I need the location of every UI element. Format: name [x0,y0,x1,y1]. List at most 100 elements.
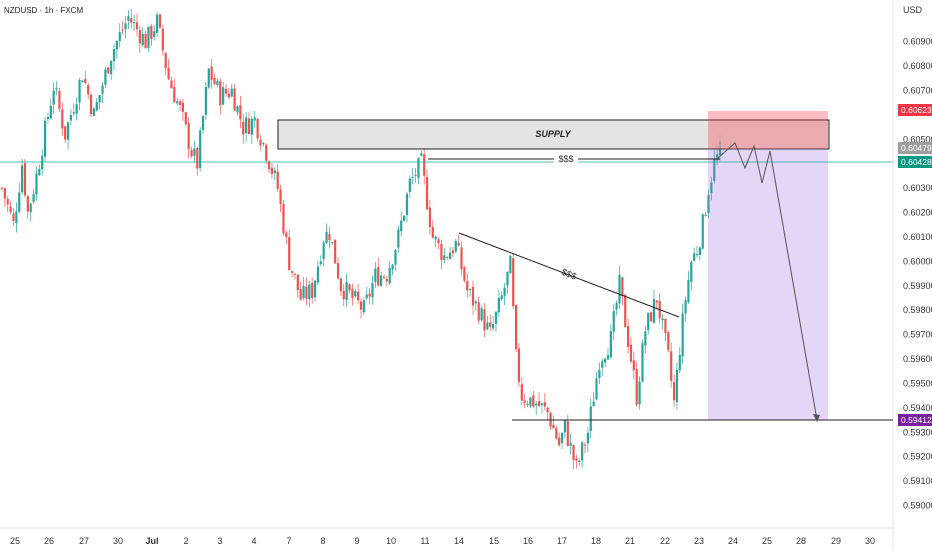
svg-text:0.60623: 0.60623 [901,105,932,115]
candle-body [535,403,538,406]
candle-body [259,139,262,146]
candle-body [463,267,466,281]
candle-body [540,403,544,406]
candle-body [107,67,110,74]
candle-body [704,214,707,216]
candle-body [380,275,383,286]
candle-body [153,31,156,37]
candle-body [216,80,219,85]
candle-body [425,177,429,210]
candle-body [566,421,569,446]
candle-body [150,25,153,39]
trendline[interactable] [458,232,680,318]
candle-body [428,207,432,228]
time-tick-label: 9 [354,536,359,546]
candle-body [629,344,633,362]
candle-body [112,49,116,62]
time-tick-label: 18 [591,536,601,546]
candle-body [595,378,598,400]
candle-body [649,312,653,322]
time-tick-label: 26 [44,536,54,546]
position-target-area[interactable] [708,149,828,420]
time-tick-label: 25 [10,536,20,546]
candle-body [423,154,426,176]
candle-body [698,247,701,255]
candle-body [655,300,658,303]
candle-body [400,220,403,232]
candle-body [558,437,561,446]
candle-body [336,263,340,279]
candle-body [193,148,196,156]
candle-body [9,206,12,213]
time-tick-label: 10 [386,536,396,546]
candle-body [644,331,647,346]
projected-path[interactable] [717,142,818,421]
candle-body [245,117,248,134]
candle-body [6,198,9,205]
candle-body [371,283,374,298]
svg-text:0.60428: 0.60428 [901,157,932,167]
candle-body [443,255,446,260]
candle-body [196,147,199,169]
candle-body [414,174,417,176]
time-tick-label: 2 [183,536,188,546]
candle-body [104,69,107,85]
candle-body [492,324,495,329]
candle-body [121,29,124,31]
candle-body [606,355,610,360]
candle-body [489,322,492,327]
candle-body [233,88,236,111]
candle-body [517,348,521,383]
candle-body [133,22,136,24]
candle-body [446,257,449,259]
time-tick-label: 17 [557,536,567,546]
candle-body [61,109,64,129]
candle-body [647,312,650,331]
candle-body [695,254,699,256]
candle-body [474,301,477,304]
candle-body [480,308,483,321]
candle-body [624,294,627,328]
position-stop-area[interactable] [708,111,828,149]
candle-body [555,428,558,439]
candle-body [270,167,274,174]
candle-body [451,250,455,254]
candle-body [411,176,414,178]
time-axis[interactable]: 25 26 27 30 Jul 2 3 4 7 8 9 10 11 14 15 16 17 18 21 22 23 24 2… [10,536,875,546]
candle-body [190,149,193,157]
time-tick-label: 24 [728,536,738,546]
candle-body [681,313,684,357]
candle-body [52,90,55,105]
candle-body [494,311,498,324]
candle-body [357,291,360,301]
candle-body [601,361,604,368]
currency-label: USD [903,5,923,15]
candle-body [592,401,595,407]
candle-body [408,178,411,192]
candle-body [652,298,656,323]
candle-body [49,105,52,119]
candle-body [331,242,334,244]
candle-body [273,170,276,174]
candle-body [12,213,15,221]
candle-body [348,284,351,291]
time-tick-label: 3 [217,536,222,546]
candle-body [242,121,245,135]
candle-body [362,300,365,313]
svg-text:0.59412: 0.59412 [901,415,932,425]
supply-zone[interactable] [277,119,830,150]
candle-body [89,94,93,115]
liquidity-label-highs: $$$ [558,154,573,164]
candle-body [509,255,512,274]
candle-body [546,407,549,413]
candle-body [178,101,182,105]
candle-body [141,34,144,46]
